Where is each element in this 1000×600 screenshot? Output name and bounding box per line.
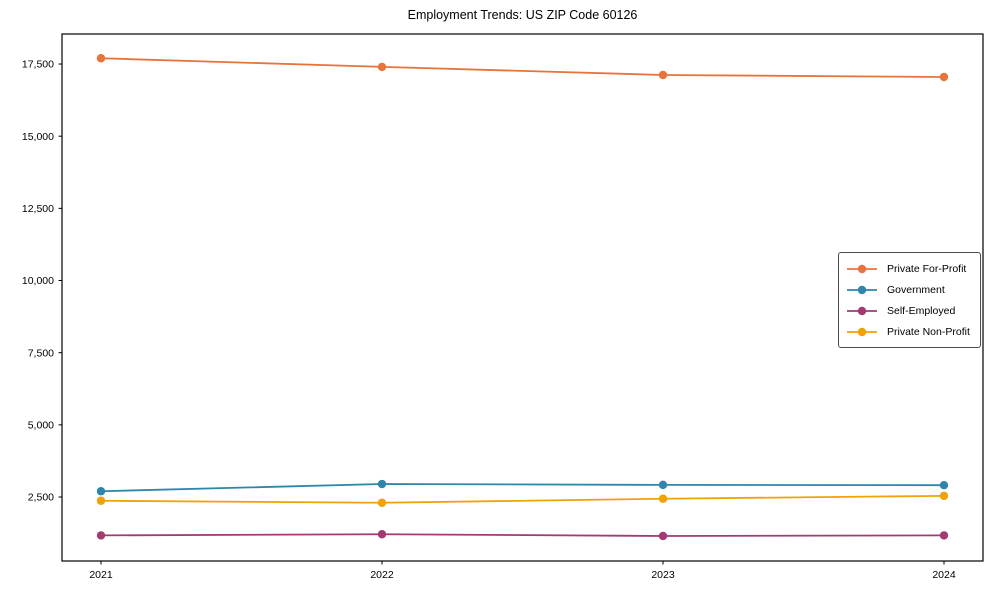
data-point [377,498,387,507]
data-point [658,494,668,503]
y-tick-label: 17,500 [22,59,54,71]
data-point [96,487,106,496]
data-point [939,531,949,540]
series-line [100,533,945,537]
series-line [100,483,945,493]
legend-label: Private For-Profit [887,262,967,275]
data-point [96,531,106,540]
y-tick-label: 15,000 [22,131,54,143]
x-tick-label: 2022 [370,569,394,581]
data-point [939,491,949,501]
series-line [100,494,945,504]
x-tick-label: 2023 [651,569,675,581]
x-tick-label: 2024 [932,569,956,581]
x-tick-label: 2021 [89,569,113,581]
data-point [658,531,668,541]
legend-swatch-icon [847,306,877,315]
legend-swatch-icon [847,327,877,336]
legend-label: Self-Employed [887,304,956,317]
y-tick-label: 10,000 [22,275,54,287]
series-line [100,57,945,78]
legend: Private For-Profit Government Self-Employe… [838,252,981,348]
y-tick-label: 7,500 [28,347,54,359]
data-point [658,480,668,490]
data-point [377,530,387,539]
y-tick-label: 2,500 [28,492,54,504]
legend-entry: Self-Employed [846,300,973,321]
legend-label: Government [887,283,945,296]
data-point [96,54,106,63]
data-point [939,480,949,490]
legend-label: Private Non-Profit [887,325,970,338]
data-point [939,72,949,82]
data-point [658,70,668,80]
data-point [377,479,387,489]
data-point [96,496,106,505]
legend-entry: Private For-Profit [846,258,973,279]
y-tick-label: 12,500 [22,203,54,215]
plot-border [61,33,984,562]
chart-title: Employment Trends: US ZIP Code 60126 [407,8,638,22]
data-point [377,62,387,72]
legend-swatch-icon [847,285,877,294]
legend-swatch-icon [847,264,877,273]
legend-entry: Government [846,279,973,300]
legend-entry: Private Non-Profit [846,321,973,342]
y-tick-label: 5,000 [28,420,54,432]
